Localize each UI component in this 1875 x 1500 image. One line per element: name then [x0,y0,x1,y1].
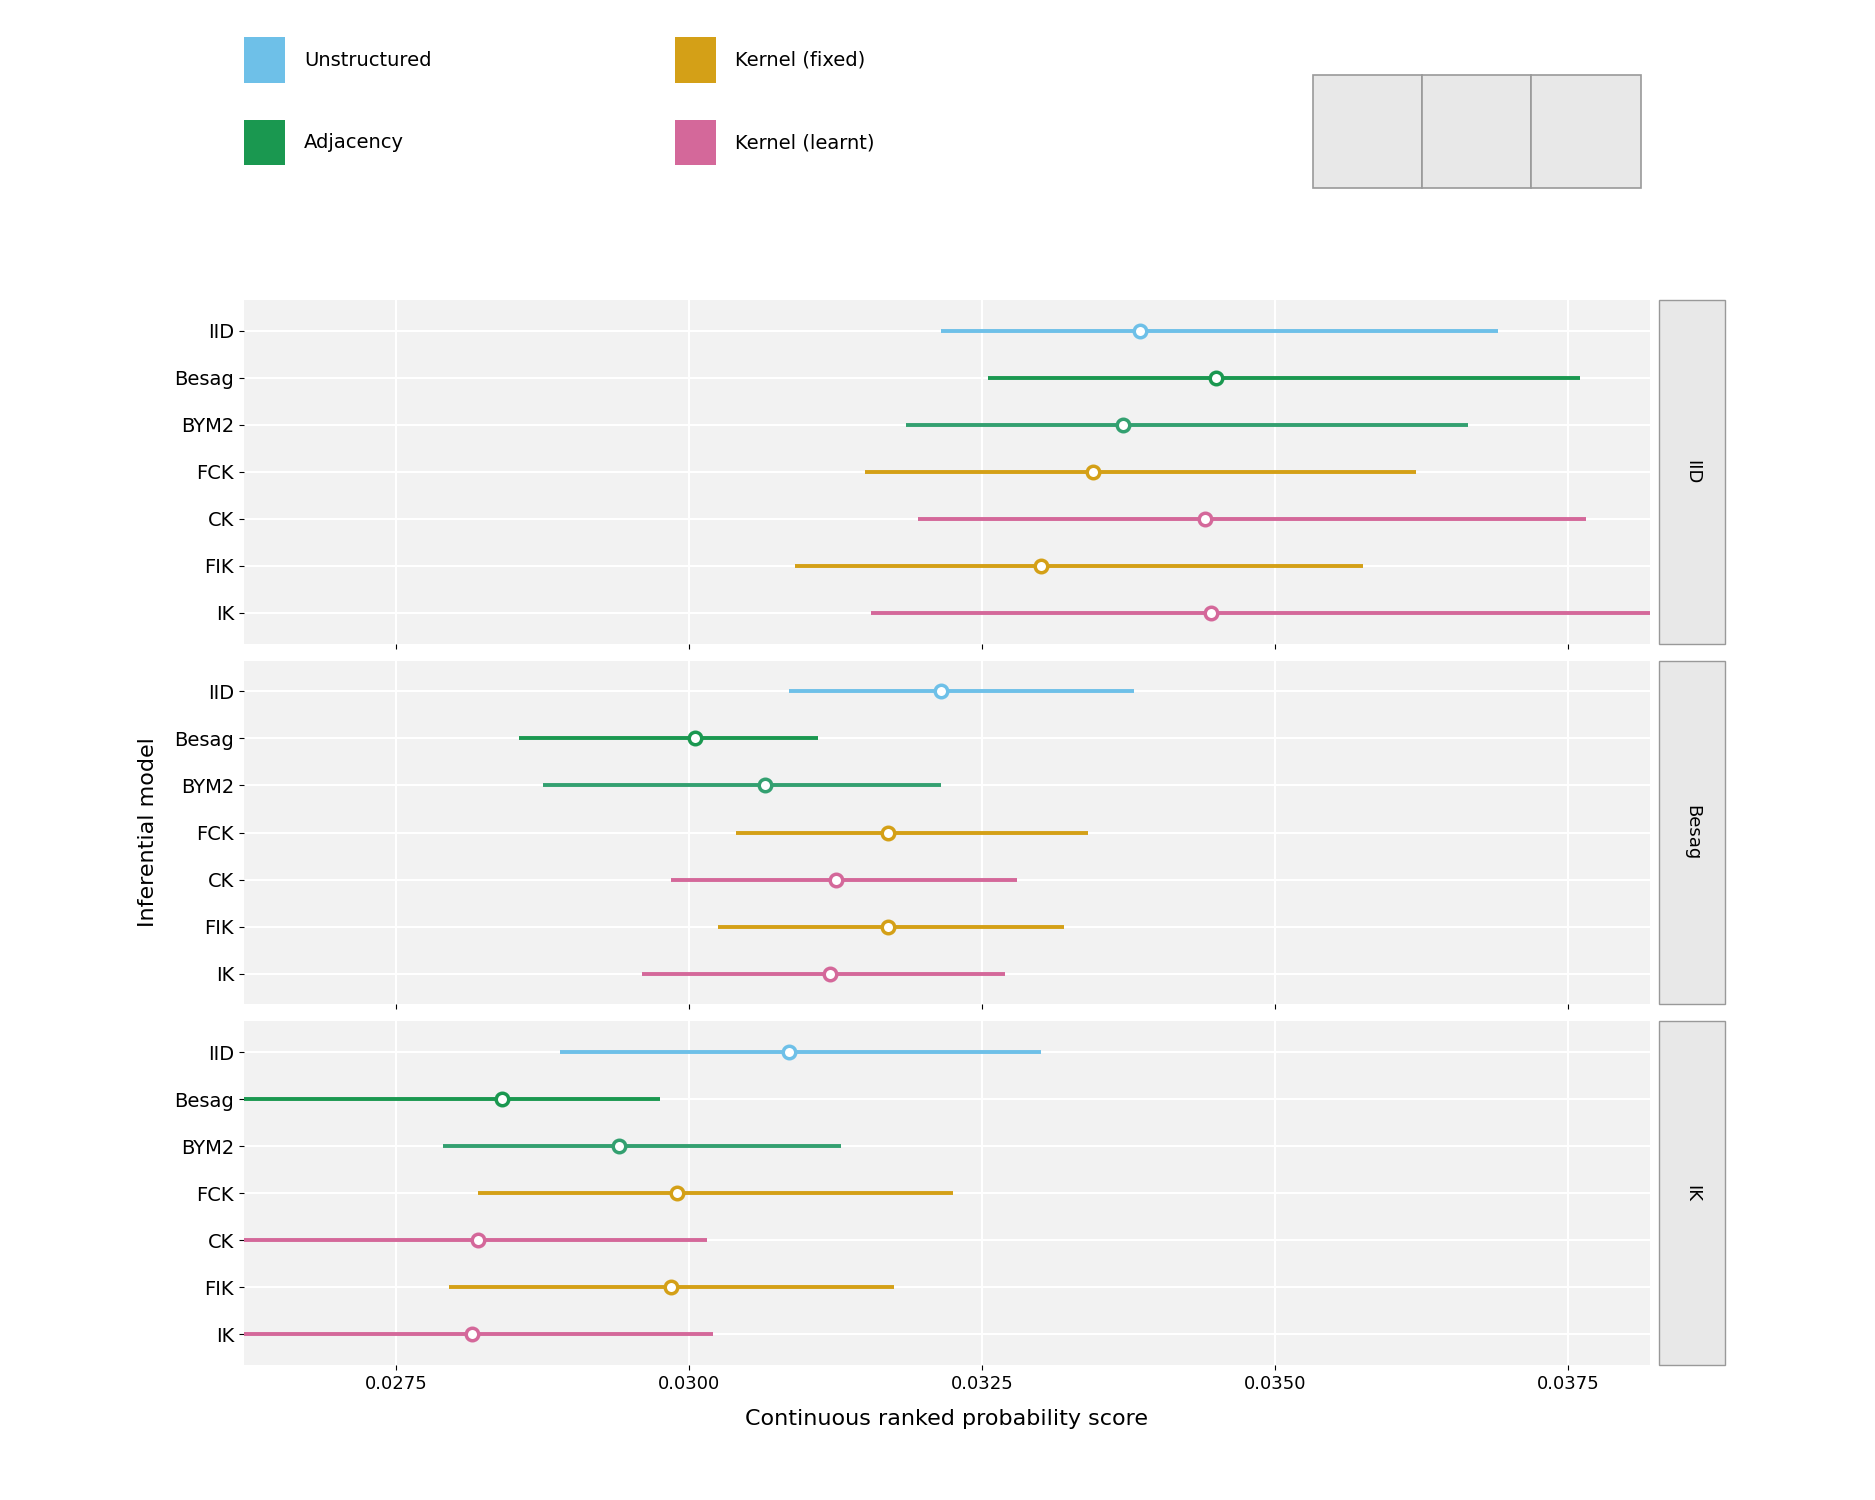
X-axis label: Continuous ranked probability score: Continuous ranked probability score [746,1410,1148,1430]
Text: Adjacency: Adjacency [304,134,403,152]
Text: IID: IID [1684,459,1701,484]
Text: Kernel (learnt): Kernel (learnt) [735,134,874,152]
Text: IK: IK [1684,1185,1701,1202]
Y-axis label: Inferential model: Inferential model [137,738,158,927]
Text: Besag: Besag [1684,806,1701,859]
Text: Kernel (fixed): Kernel (fixed) [735,51,864,69]
Text: Unstructured: Unstructured [304,51,431,69]
